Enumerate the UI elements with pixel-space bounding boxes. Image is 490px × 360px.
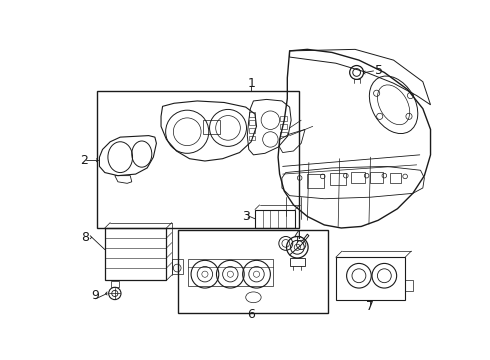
Bar [307, 174, 324, 188]
Bar [249, 112, 255, 117]
Bar [290, 258, 305, 266]
Bar [280, 124, 287, 129]
Bar [280, 116, 287, 121]
Text: 9: 9 [92, 289, 99, 302]
Text: 7: 7 [367, 300, 374, 313]
Bar [336, 257, 405, 300]
Text: 6: 6 [247, 308, 255, 321]
Bar [203, 120, 220, 134]
Bar [405, 280, 413, 291]
Bar [249, 128, 255, 132]
Bar [280, 132, 287, 136]
Text: 2: 2 [80, 154, 88, 167]
Text: 1: 1 [247, 77, 255, 90]
Bar [97, 91, 299, 228]
Text: 5: 5 [375, 64, 383, 77]
Bar [105, 228, 167, 280]
Bar [172, 259, 183, 274]
Bar [249, 136, 255, 140]
Bar [178, 230, 328, 313]
Bar [249, 120, 255, 125]
Bar [188, 259, 273, 286]
Text: 4: 4 [294, 229, 301, 242]
Bar [390, 172, 400, 183]
Bar [370, 172, 383, 183]
Bar [255, 210, 295, 228]
Text: 3: 3 [242, 210, 250, 223]
Bar [330, 172, 346, 185]
Text: 8: 8 [81, 231, 90, 244]
Bar [351, 172, 365, 183]
Bar [111, 281, 119, 287]
